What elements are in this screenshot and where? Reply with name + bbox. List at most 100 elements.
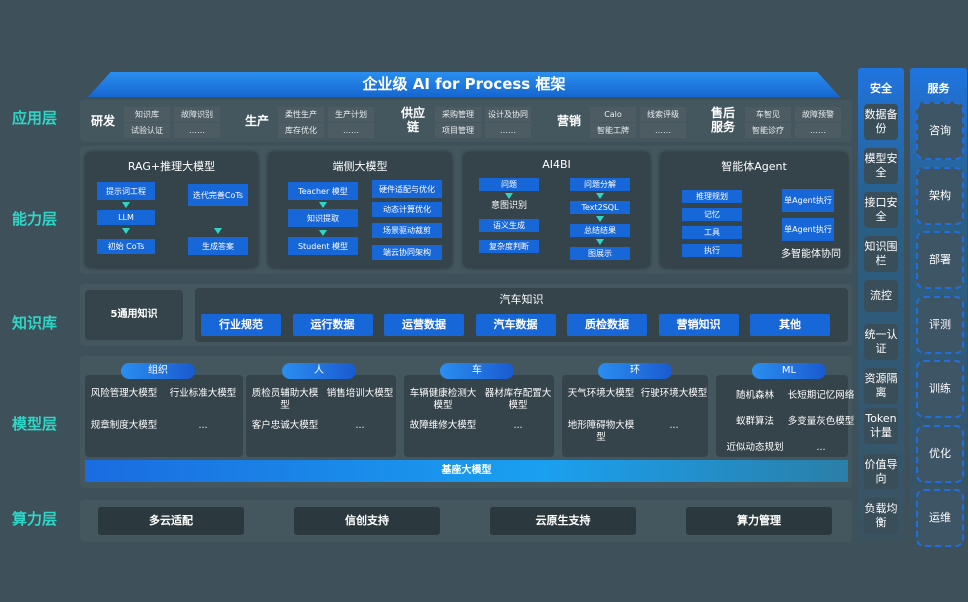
model-item: ... [513,420,523,431]
security-title: 安全 [870,82,892,95]
model-item: 天气环境大模型 [567,388,635,399]
model-item: ... [816,442,826,453]
app-item: …… [795,123,841,138]
app-item: 智能工牌 [590,123,636,138]
service-item: 优化 [916,424,964,483]
knowledge-item: 运行数据 [292,314,373,336]
arrow-down-icon [596,239,604,245]
security-item: 统一认证 [864,324,898,360]
service-item: 架构 [916,166,964,225]
app-item: 线索评级 [640,107,686,122]
general-knowledge: 5通用知识 [85,290,183,340]
app-item: 故障识别 [174,107,220,122]
arrow-down-icon [214,228,222,234]
agent-single-1: 单Agent执行 [782,189,834,212]
model-category-pill: 人 [282,363,356,379]
app-group-label: 研发 [90,114,115,128]
model-panel [716,375,848,457]
security-item: 模型安全 [864,148,898,184]
model-item: 故障维修大模型 [409,420,477,431]
layer-label-model: 模型层 [12,415,58,433]
app-group-label: 生产 [244,114,269,128]
ai4bi-text2sql: Text2SQL [570,201,630,214]
app-item: 设计及协同 [485,107,531,122]
edge-teacher: Teacher 模型 [288,182,358,200]
layer-label-app: 应用层 [12,109,58,127]
arrow-down-icon [596,216,604,222]
agent-memory: 记忆 [682,208,742,221]
app-item: 项目管理 [435,123,481,138]
model-item: 蚁群算法 [735,416,774,427]
compute-item: 云原生支持 [490,507,636,535]
model-panel [246,375,396,457]
framework-title: 企业级 AI for Process 框架 [88,72,840,97]
arrow-down-icon [122,202,130,208]
security-item: 价值导向 [864,454,898,490]
compute-item: 信创支持 [294,507,440,535]
auto-knowledge-title: 汽车知识 [499,293,544,306]
model-item: 器材库存配置大模型 [484,388,552,411]
ai4bi-question: 问题 [479,178,539,191]
security-item: 接口安全 [864,192,898,228]
model-item: 随机森林 [735,390,774,401]
arrow-down-icon [122,228,130,234]
model-item: 质检员辅助大模型 [251,388,319,411]
model-item: 多变量灰色模型 [787,416,855,427]
model-item: 行业标准大模型 [169,388,237,399]
model-item: 销售培训大模型 [326,388,394,399]
model-item: ... [198,420,208,431]
agent-multi: 多智能体协同 [781,249,841,260]
agent-single-2: 单Agent执行 [782,218,834,241]
service-title: 服务 [927,82,950,95]
edge-prune: 场景驱动裁剪 [372,223,442,238]
model-item: 客户忠诚大模型 [251,420,319,431]
compute-item: 算力管理 [686,507,832,535]
rag-answer: 生成答案 [188,237,248,255]
arrow-down-icon [505,193,513,199]
agent-tool: 工具 [682,226,742,239]
app-item: 智能诊疗 [745,123,791,138]
app-item: 试验认证 [124,123,170,138]
app-item: Calo [590,107,636,122]
rag-initial-cots: 初始 CoTs [97,239,155,254]
edge-title: 端侧大模型 [332,160,388,173]
security-item: 数据备份 [864,104,898,140]
layer-label-capability: 能力层 [12,210,58,228]
ai4bi-chart: 图展示 [570,247,630,260]
app-item: …… [485,123,531,138]
edge-student: Student 模型 [288,237,358,255]
app-group-label: 供应链 [400,106,425,134]
ai4bi-complexity: 复杂度判断 [479,240,539,253]
model-item: 长短期记忆网络 [787,390,855,401]
security-item: 资源隔离 [864,368,898,404]
ai4bi-decompose: 问题分解 [570,178,630,191]
app-item: 采购管理 [435,107,481,122]
security-item: 知识围栏 [864,236,898,272]
model-panel [85,375,243,457]
security-item: 流控 [864,280,898,312]
arrow-down-icon [596,193,604,199]
edge-cloud: 端云协同架构 [372,245,442,260]
rag-prompt: 提示词工程 [97,182,155,200]
model-panel [562,375,708,457]
edge-panel: 端侧大模型 Teacher 模型 知识提取 Student 模型 硬件适配与优化… [268,152,452,268]
model-category-pill: 车 [440,363,514,379]
rag-title: RAG+推理大模型 [127,160,216,173]
security-item: 负载均衡 [864,498,898,534]
app-group-label: 售后服务 [710,106,735,134]
model-item: 行驶环境大模型 [640,388,708,399]
ai4bi-semantic: 语义生成 [479,219,539,232]
agent-panel: 智能体Agent 推理规划 记忆 工具 执行 单Agent执行 单Agent执行… [660,152,848,268]
edge-distill: 知识提取 [288,209,358,227]
arrow-down-icon [319,230,327,236]
knowledge-item: 运营数据 [384,314,464,336]
service-item: 咨询 [916,102,964,160]
arrow-down-icon [319,202,327,208]
app-item: 柔性生产 [278,107,324,122]
rag-iterate-cots: 迭代完善CoTs [188,184,248,206]
model-category-pill: 组织 [121,363,195,379]
model-category-pill: ML [752,363,826,379]
knowledge-item: 质检数据 [567,314,647,336]
base-model-bar: 基座大模型 [85,460,848,482]
app-item: 故障预警 [795,107,841,122]
